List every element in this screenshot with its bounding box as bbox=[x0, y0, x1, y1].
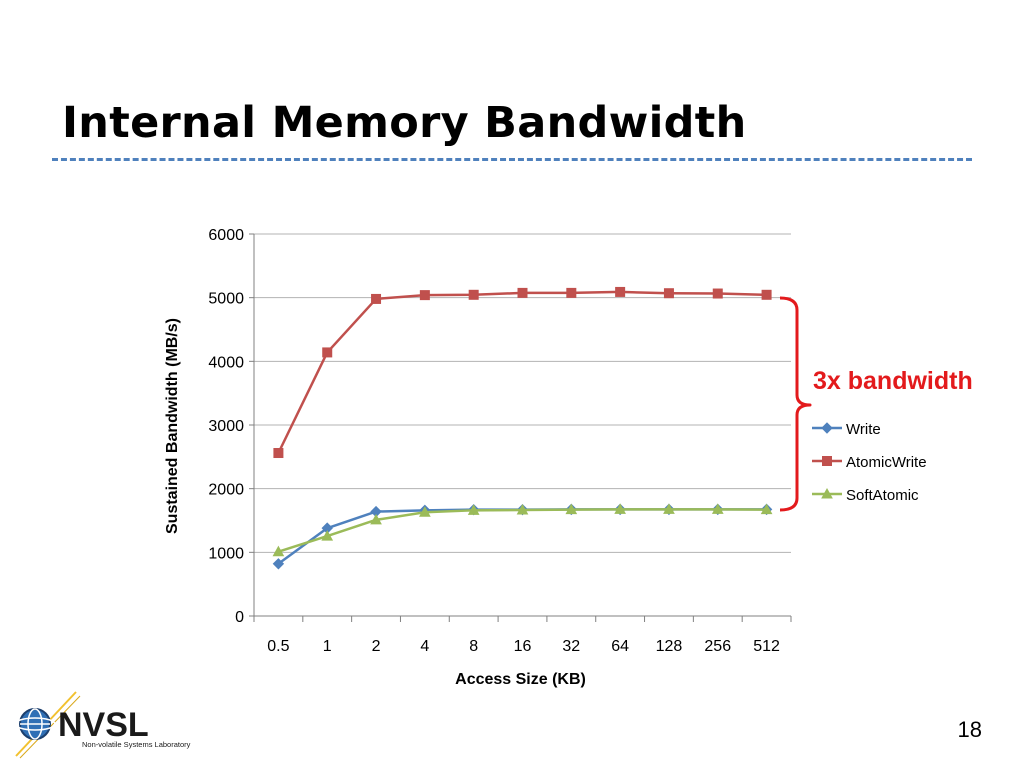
x-tick-label: 8 bbox=[469, 638, 478, 655]
x-tick-label: 64 bbox=[611, 638, 629, 655]
series-atomicwrite bbox=[273, 286, 772, 459]
series-line bbox=[277, 508, 767, 565]
legend-label: SoftAtomic bbox=[846, 487, 919, 504]
x-tick-label: 0.5 bbox=[267, 638, 289, 655]
legend: Write AtomicWrite SoftAtomic bbox=[812, 421, 927, 504]
data-point bbox=[419, 290, 430, 301]
gridlines bbox=[254, 233, 791, 553]
series-softatomic bbox=[272, 503, 773, 557]
x-tick-label: 1 bbox=[323, 638, 332, 655]
data-point bbox=[711, 503, 724, 514]
data-point bbox=[614, 503, 626, 514]
data-point bbox=[663, 288, 674, 299]
legend-label: AtomicWrite bbox=[846, 454, 927, 471]
data-point bbox=[517, 287, 528, 298]
data-point bbox=[712, 288, 723, 299]
logo-subtext: Non-volatile Systems Laboratory bbox=[82, 740, 191, 749]
globe-icon bbox=[14, 708, 56, 740]
data-point bbox=[272, 558, 285, 570]
series-line bbox=[278, 508, 767, 553]
y-tick-label: 6000 bbox=[208, 227, 244, 244]
data-point bbox=[321, 530, 334, 541]
data-point bbox=[273, 448, 284, 459]
data-point bbox=[615, 286, 626, 297]
page-number: 18 bbox=[957, 717, 982, 742]
slide-title: Internal Memory Bandwidth bbox=[62, 98, 747, 148]
data-point bbox=[467, 504, 480, 515]
data-point bbox=[760, 503, 773, 515]
bracket-icon bbox=[779, 296, 812, 512]
series-line bbox=[277, 290, 767, 454]
data-point bbox=[272, 545, 285, 557]
y-tick-label: 0 bbox=[235, 609, 244, 626]
x-tick-label: 16 bbox=[514, 638, 532, 655]
data-point bbox=[761, 289, 772, 300]
x-axis-title: Access Size (KB) bbox=[455, 671, 586, 688]
legend-item-softatomic: SoftAtomic bbox=[812, 487, 919, 504]
data-point bbox=[516, 503, 529, 515]
x-tick-label: 2 bbox=[372, 638, 381, 655]
legend-item-atomicwrite: AtomicWrite bbox=[812, 454, 927, 471]
legend-marker bbox=[821, 422, 833, 434]
x-tick-label: 32 bbox=[562, 638, 580, 655]
y-tick-label: 2000 bbox=[208, 482, 244, 499]
legend-label: Write bbox=[846, 421, 881, 438]
y-tick-label: 3000 bbox=[208, 418, 244, 435]
x-tick-label: 128 bbox=[656, 638, 683, 655]
annotation: 3x bandwidth bbox=[779, 296, 973, 512]
title-divider bbox=[52, 158, 972, 161]
y-axis-title: Sustained Bandwidth (MB/s) bbox=[164, 318, 181, 534]
data-point bbox=[565, 503, 578, 515]
y-tick-label: 1000 bbox=[208, 545, 244, 562]
legend-marker bbox=[821, 487, 833, 499]
data-point bbox=[663, 503, 675, 514]
logo-text: NVSL bbox=[58, 706, 149, 744]
axes: 0 1000 2000 3000 4000 5000 6000 0.5 1 2 4 8 16 32 64 12… bbox=[164, 227, 792, 688]
data-point bbox=[370, 513, 382, 525]
y-tick-label: 4000 bbox=[208, 354, 244, 371]
x-tick-label: 256 bbox=[704, 638, 731, 655]
annotation-text: 3x bandwidth bbox=[813, 367, 973, 395]
data-point bbox=[371, 293, 382, 304]
x-tick-label: 512 bbox=[753, 638, 780, 655]
nvsl-logo: NVSL Non-volatile Systems Laboratory bbox=[14, 691, 191, 759]
legend-item-write: Write bbox=[812, 421, 881, 438]
y-tick-label: 5000 bbox=[208, 291, 244, 308]
x-tick-label: 4 bbox=[420, 638, 429, 655]
legend-marker bbox=[822, 456, 832, 466]
data-point bbox=[419, 506, 431, 517]
data-point bbox=[468, 289, 479, 300]
data-point bbox=[322, 347, 333, 358]
data-point bbox=[566, 287, 577, 298]
data-series bbox=[272, 286, 773, 570]
